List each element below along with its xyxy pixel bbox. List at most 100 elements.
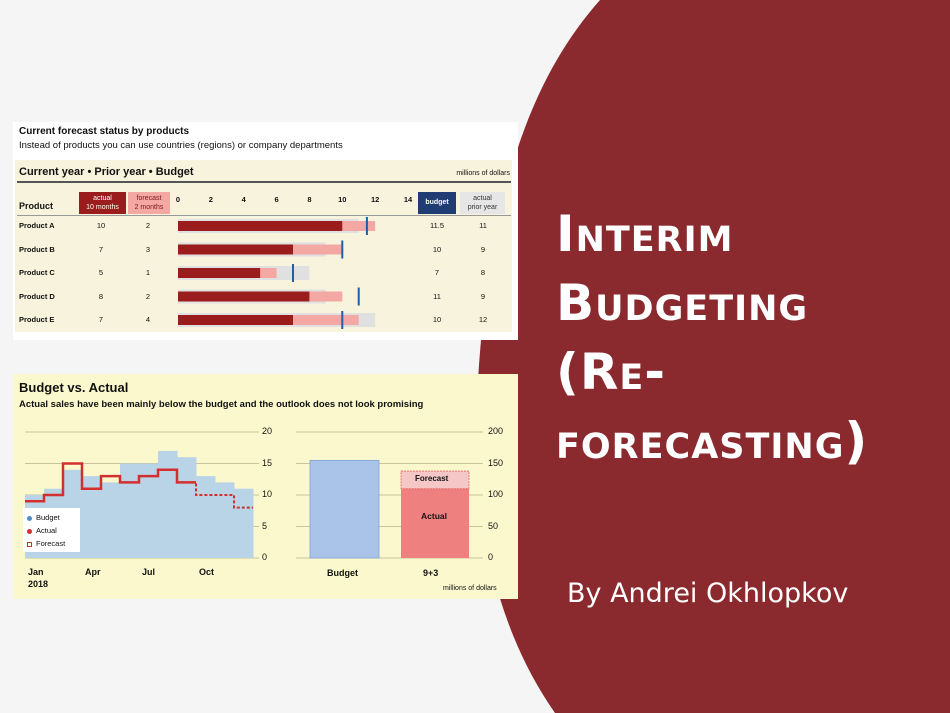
x-axis-label: Jul — [142, 567, 156, 577]
chart-header: Current year • Prior year • Budget — [19, 166, 194, 178]
budget-value: 11 — [433, 291, 441, 301]
forecast-bar — [293, 315, 359, 325]
product-label: Product D — [19, 291, 55, 301]
units-label: millions of dollars — [443, 585, 497, 592]
budget-month-bar — [215, 482, 235, 558]
column-header-forecast-line1: forecast — [136, 195, 162, 202]
y-tick-label: 0 — [488, 552, 494, 562]
legend-item-actual: Actual — [27, 524, 76, 537]
prior-year-value: 9 — [480, 244, 486, 254]
x-axis-label: Jan — [28, 567, 44, 577]
column-header-forecast: forecast 2 months — [128, 192, 170, 214]
x-tick-label: 4 — [241, 195, 246, 204]
x-axis-year: 2018 — [28, 579, 49, 589]
x-tick-label: 10 — [338, 195, 347, 204]
x-tick-label: 12 — [370, 195, 380, 204]
x-tick-label: 8 — [307, 195, 312, 204]
product-label: Product A — [19, 221, 55, 230]
x-tick-label: 0 — [175, 195, 181, 204]
budget-vs-actual-chart: Budget vs. Actual Actual sales have been… — [13, 374, 518, 599]
legend-item-forecast: Forecast — [27, 537, 76, 550]
bullet-bars — [178, 217, 376, 329]
column-header-budget: budget — [418, 192, 456, 214]
actual-bar — [178, 291, 310, 302]
budget-month-bar — [139, 463, 159, 558]
legend-actual-icon — [27, 528, 32, 534]
x-axis-label: Budget — [327, 568, 358, 578]
column-header-actual-line1: actual — [93, 195, 112, 202]
x-tick-label: 2 — [208, 195, 213, 204]
budget-value: 7 — [434, 268, 440, 277]
title-line-3: (Re- — [556, 343, 667, 401]
column-header-actual: actual 10 months — [79, 192, 126, 214]
product-label: Product B — [19, 244, 55, 254]
chart-subtitle: Actual sales have been mainly below the … — [19, 399, 424, 410]
column-header-rule — [17, 215, 511, 216]
forecast-value: 2 — [145, 291, 151, 301]
actual-bar — [178, 244, 293, 255]
x-axis-label: 9+3 — [423, 568, 439, 578]
legend-budget-label: Budget — [36, 513, 60, 522]
chart-title: Current forecast status by products — [19, 126, 190, 137]
budget-month-bar — [120, 463, 140, 558]
y-tick-label: 200 — [488, 426, 504, 436]
budget-month-bar — [177, 457, 197, 558]
budget-marker — [357, 287, 360, 306]
budget-month-bar — [234, 488, 254, 558]
chart-subtitle: Instead of products you can use countrie… — [19, 140, 343, 151]
legend-forecast-label: Forecast — [36, 539, 66, 548]
actual-bar — [178, 315, 293, 325]
actual-line — [25, 462, 196, 503]
x-axis-label: Oct — [199, 567, 215, 577]
budget-value: 10 — [432, 315, 442, 324]
budget-marker — [365, 217, 368, 235]
legend-budget-icon — [27, 515, 32, 521]
legend-forecast-icon — [27, 541, 32, 547]
y-tick-label: 150 — [488, 457, 504, 468]
prior-year-value: 12 — [478, 315, 488, 324]
legend-actual-label: Actual — [36, 526, 57, 535]
column-header-prior-line2: prior year — [467, 204, 498, 211]
legend-item-budget: Budget — [27, 511, 76, 524]
y-tick-label: 5 — [262, 520, 268, 531]
column-header-prior-line1: actual — [473, 195, 492, 202]
budget-value: 10 — [432, 244, 442, 254]
forecast-value: 2 — [145, 221, 151, 230]
red-panel-shape — [476, 0, 950, 713]
product-label: Product E — [19, 315, 55, 324]
budget-month-bar — [101, 482, 121, 558]
budget-marker — [341, 240, 344, 259]
forecast-value: 1 — [145, 268, 151, 277]
forecast-value: 4 — [145, 315, 151, 324]
column-header-prior-year: actual prior year — [460, 192, 505, 214]
forecast-value: 3 — [145, 244, 151, 254]
y-tick-label: 50 — [488, 520, 499, 531]
legend: Budget Actual Forecast — [23, 508, 80, 552]
forecast-status-chart: Current forecast status by products Inst… — [13, 122, 518, 340]
actual-bar — [178, 221, 343, 231]
budget-marker — [292, 264, 294, 282]
actual-value: 10 — [96, 221, 106, 230]
budget-marker — [341, 311, 344, 329]
actual-total-bar — [401, 488, 469, 558]
column-header-forecast-line2: 2 months — [134, 204, 164, 211]
x-tick-label: 14 — [403, 195, 413, 204]
y-tick-label: 100 — [488, 489, 504, 499]
budget-value: 11.5 — [429, 221, 445, 230]
header-rule — [17, 181, 511, 183]
prior-year-value: 11 — [479, 221, 487, 230]
x-tick-label: 6 — [274, 195, 279, 204]
y-tick-label: 20 — [262, 426, 273, 436]
column-header-actual-line2: 10 months — [86, 204, 119, 211]
y-tick-label: 0 — [262, 552, 268, 562]
title-line-1: Interim — [556, 205, 734, 263]
budget-month-bar — [158, 450, 178, 558]
actual-value: 7 — [98, 244, 104, 254]
units-label: millions of dollars — [456, 170, 510, 177]
x-axis-label: Apr — [85, 567, 101, 577]
budget-month-bar — [196, 476, 216, 558]
actual-bar — [178, 268, 261, 278]
budget-month-bar — [82, 476, 102, 558]
forecast-bar — [293, 244, 343, 255]
y-tick-label: 10 — [262, 489, 273, 499]
